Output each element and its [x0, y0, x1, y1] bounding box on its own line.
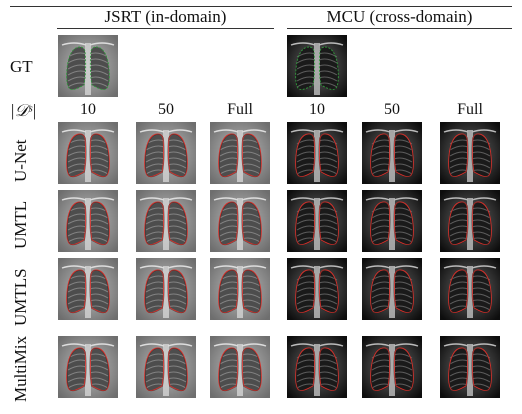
result-unet-jsrt-50	[136, 122, 196, 184]
row-label-umtl: UMTL	[11, 200, 30, 249]
result-multimix-jsrt-full	[210, 336, 270, 398]
chest-xray-graphic	[58, 258, 118, 320]
result-umtl-mcu-50	[362, 190, 422, 252]
result-unet-jsrt-10	[58, 122, 118, 184]
jsrt-group-title: JSRT (in-domain)	[104, 7, 227, 26]
row-label-multimix: MultiMix	[11, 335, 30, 402]
result-umtls-jsrt-10	[58, 258, 118, 320]
gt-jsrt-image	[58, 35, 118, 97]
col-mcu-full: Full	[457, 101, 483, 118]
result-multimix-mcu-full	[440, 336, 500, 398]
result-umtls-mcu-10	[287, 258, 347, 320]
col-jsrt-full: Full	[227, 101, 253, 118]
dataset-size-label: |𝒟ˢ|	[10, 101, 37, 120]
result-multimix-jsrt-50	[136, 336, 196, 398]
chest-xray-graphic	[136, 336, 196, 398]
chest-xray-graphic	[210, 258, 270, 320]
chest-xray-graphic	[58, 122, 118, 184]
chest-xray-graphic	[287, 35, 347, 97]
chest-xray-graphic	[362, 122, 422, 184]
result-unet-mcu-50	[362, 122, 422, 184]
chest-xray-graphic	[136, 190, 196, 252]
chest-xray-graphic	[58, 336, 118, 398]
chest-xray-graphic	[210, 190, 270, 252]
result-umtls-mcu-full	[440, 258, 500, 320]
chest-xray-graphic	[287, 336, 347, 398]
result-umtls-jsrt-full	[210, 258, 270, 320]
row-label-umtls: UMTLS	[11, 268, 30, 326]
result-umtl-jsrt-10	[58, 190, 118, 252]
chest-xray-graphic	[287, 258, 347, 320]
chest-xray-graphic	[440, 258, 500, 320]
row-label-gt: GT	[10, 57, 33, 76]
chest-xray-graphic	[58, 35, 118, 97]
chest-xray-graphic	[440, 122, 500, 184]
chest-xray-graphic	[287, 122, 347, 184]
gt-mcu-image	[287, 35, 347, 97]
result-unet-mcu-full	[440, 122, 500, 184]
chest-xray-graphic	[210, 336, 270, 398]
chest-xray-graphic	[58, 190, 118, 252]
mcu-underline	[287, 28, 512, 29]
chest-xray-graphic	[362, 190, 422, 252]
result-umtl-jsrt-50	[136, 190, 196, 252]
chest-xray-graphic	[440, 336, 500, 398]
row-label-unet: U-Net	[11, 139, 30, 182]
result-umtls-jsrt-50	[136, 258, 196, 320]
result-umtls-mcu-50	[362, 258, 422, 320]
jsrt-underline	[57, 28, 274, 29]
result-multimix-mcu-10	[287, 336, 347, 398]
result-unet-mcu-10	[287, 122, 347, 184]
result-umtl-jsrt-full	[210, 190, 270, 252]
chest-xray-graphic	[136, 258, 196, 320]
result-multimix-jsrt-10	[58, 336, 118, 398]
result-umtl-mcu-full	[440, 190, 500, 252]
col-mcu-50: 50	[384, 101, 400, 118]
chest-xray-graphic	[210, 122, 270, 184]
col-jsrt-10: 10	[80, 101, 96, 118]
col-jsrt-50: 50	[158, 101, 174, 118]
chest-xray-graphic	[440, 190, 500, 252]
chest-xray-graphic	[287, 190, 347, 252]
col-mcu-10: 10	[309, 101, 325, 118]
mcu-group-title: MCU (cross-domain)	[326, 7, 473, 26]
result-umtl-mcu-10	[287, 190, 347, 252]
chest-xray-graphic	[136, 122, 196, 184]
result-multimix-mcu-50	[362, 336, 422, 398]
result-unet-jsrt-full	[210, 122, 270, 184]
chest-xray-graphic	[362, 336, 422, 398]
top-rule	[10, 6, 512, 7]
chest-xray-graphic	[362, 258, 422, 320]
